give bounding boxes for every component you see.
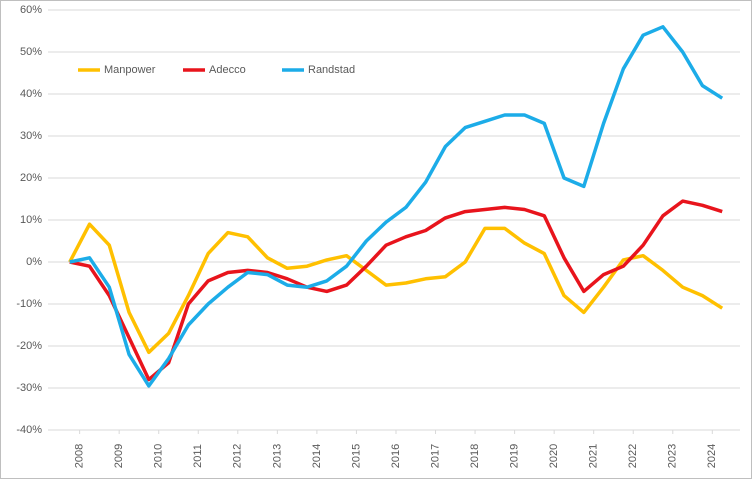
x-tick-label: 2011 [192,444,204,468]
legend-label: Adecco [209,64,246,76]
y-tick-label: -20% [16,340,42,352]
series-line [69,25,724,388]
legend-item: Manpower [78,64,156,76]
x-tick-label: 2023 [667,444,679,468]
y-tick-label: 20% [20,172,42,184]
series-line [69,199,723,382]
legend-item: Randstad [282,64,355,76]
x-tick-label: 2024 [706,444,718,468]
x-tick-label: 2022 [627,444,639,468]
x-tick-label: 2017 [429,444,441,468]
series-line [68,222,724,355]
y-tick-label: -40% [16,424,42,436]
x-tick-label: 2021 [588,444,600,468]
y-tick-label: 60% [20,4,42,16]
legend-label: Randstad [308,64,355,76]
x-tick-label: 2020 [548,444,560,468]
x-tick-label: 2018 [469,444,481,468]
x-tick-label: 2010 [153,444,165,468]
y-tick-label: 0% [26,256,42,268]
x-tick-label: 2016 [390,444,402,468]
x-tick-label: 2012 [232,444,244,468]
x-tick-label: 2009 [113,444,125,468]
x-tick-label: 2019 [509,444,521,468]
y-tick-label: -10% [16,298,42,310]
x-tick-label: 2013 [271,444,283,468]
legend-label: Manpower [104,64,156,76]
y-tick-label: 30% [20,130,42,142]
y-tick-label: 50% [20,46,42,58]
x-tick-label: 2014 [311,444,323,468]
x-tick-label: 2015 [350,444,362,468]
y-tick-label: -30% [16,382,42,394]
legend-item: Adecco [183,64,246,76]
y-tick-label: 10% [20,214,42,226]
x-tick-label: 2008 [74,444,86,468]
y-tick-label: 40% [20,88,42,100]
